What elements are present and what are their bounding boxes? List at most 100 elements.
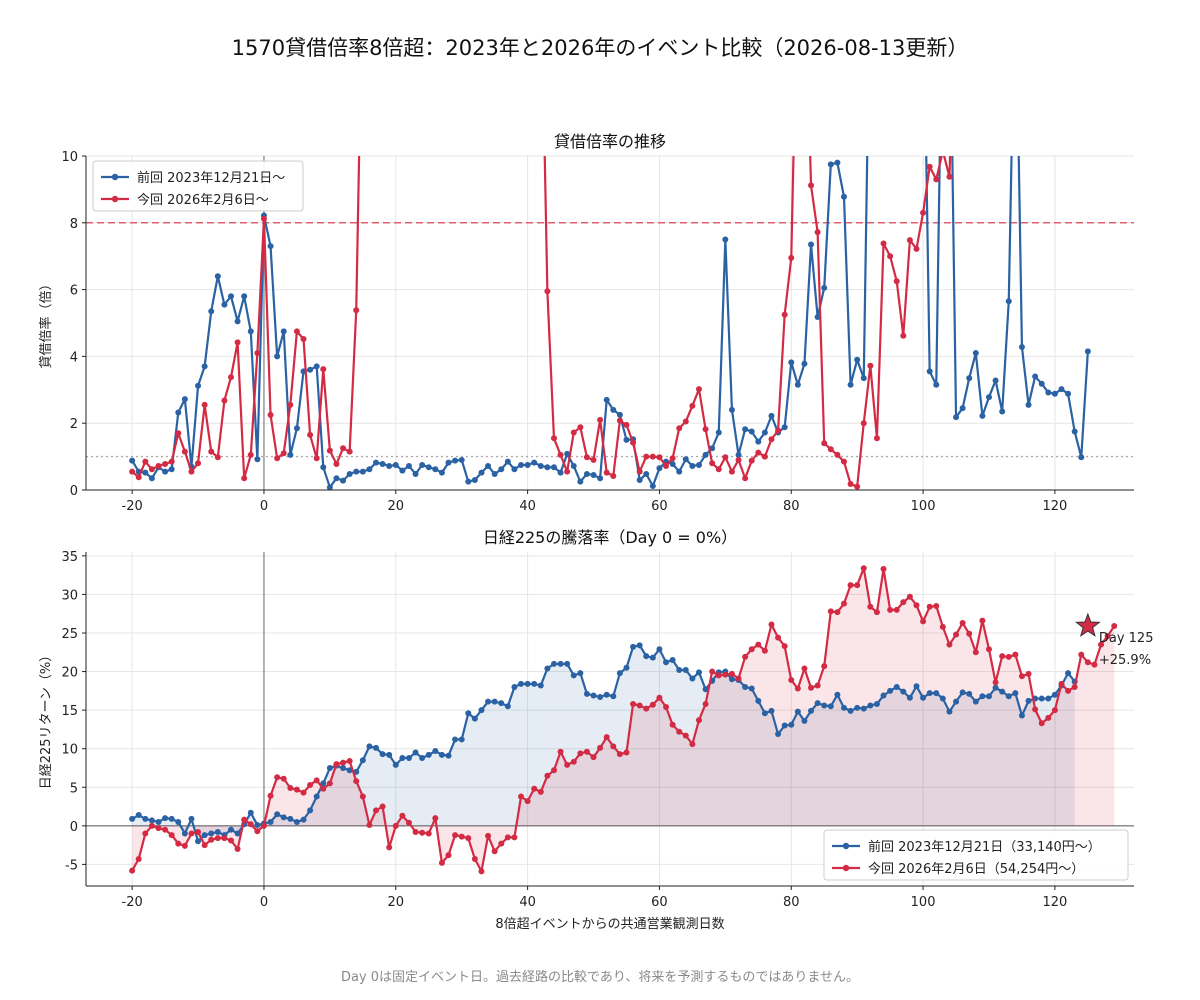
return-series-0-point [267, 818, 274, 825]
return-series-1-point [873, 609, 880, 616]
return-series-1-point [135, 856, 142, 863]
return-xtick-label: 60 [651, 895, 668, 910]
ratio-legend-label-0: 前回 2023年12月21日〜 [137, 170, 285, 186]
return-series-0-point [623, 664, 630, 671]
ratio-legend-dot-1 [111, 195, 119, 203]
return-series-1-point [518, 793, 525, 800]
ratio-xtick-label: 60 [651, 499, 668, 514]
return-series-1-point [676, 728, 683, 735]
return-series-1-point [162, 826, 169, 833]
return-series-1-point [438, 859, 445, 866]
ratio-series-1-point [847, 480, 854, 487]
return-series-0-point [946, 708, 953, 715]
return-series-0-point [465, 710, 472, 717]
ratio-series-1-point [781, 311, 788, 318]
ratio-series-1-point [313, 455, 320, 462]
return-series-0-point [485, 698, 492, 705]
return-series-1-point [386, 844, 393, 851]
ratio-series-0-point [1032, 373, 1039, 380]
return-series-1-point [630, 700, 637, 707]
return-xlabel: 8倍超イベントからの共通営業観測日数 [495, 916, 724, 932]
ratio-series-0-point [544, 464, 551, 471]
return-series-0-point [399, 754, 406, 761]
return-series-0-point [755, 697, 762, 704]
return-series-0-point [801, 717, 808, 724]
ratio-series-1-point [913, 245, 920, 252]
return-series-0-point [234, 830, 241, 837]
return-series-1-point [1084, 659, 1091, 666]
return-ytick-label: 0 [70, 820, 78, 835]
return-series-1-point [775, 634, 782, 641]
return-xtick-label: 80 [783, 895, 800, 910]
ratio-series-0-point [293, 425, 300, 432]
return-series-0-point [175, 818, 182, 825]
ratio-series-1-point [906, 237, 913, 244]
ratio-series-0-point [214, 273, 221, 280]
ratio-series-1-point [887, 253, 894, 260]
return-series-0-point [597, 694, 604, 701]
ratio-xtick-label: -20 [122, 499, 143, 514]
return-series-0-point [689, 675, 696, 682]
ratio-series-0-point [676, 468, 683, 475]
return-ytick-label: 5 [70, 781, 78, 796]
ratio-series-1-point [162, 460, 169, 467]
ratio-series-1-point [326, 447, 333, 454]
ratio-series-0-point [636, 476, 643, 483]
ratio-series-1-point [597, 416, 604, 423]
ratio-ytick-label: 6 [70, 284, 78, 299]
return-series-1-point [920, 618, 927, 625]
ratio-series-0-point [405, 462, 412, 469]
return-ytick-label: 25 [61, 627, 78, 642]
return-series-1-point [353, 778, 360, 785]
return-series-0-point [854, 704, 861, 711]
figure-title: 1570貸借倍率8倍超：2023年と2026年のイベント比較（2026-08-1… [231, 36, 969, 60]
return-series-1-point [1065, 687, 1072, 694]
return-ytick-label: 20 [61, 666, 78, 681]
ratio-series-1-point [168, 458, 175, 465]
ratio-series-1-point [175, 430, 182, 437]
return-series-1-point [148, 822, 155, 829]
ratio-series-0-point [682, 456, 689, 463]
ratio-series-1-point [926, 163, 933, 170]
return-series-1-point [1078, 651, 1085, 658]
ratio-series-1-point [564, 468, 571, 475]
return-series-1-point [129, 867, 136, 874]
ratio-series-1-point [603, 469, 610, 476]
return-series-1-point [379, 803, 386, 810]
ratio-series-0-point [1058, 386, 1065, 393]
return-series-1-point [274, 774, 281, 781]
return-series-1-point [326, 780, 333, 787]
return-xtick-label: 100 [911, 895, 936, 910]
return-series-1-point [1111, 623, 1118, 630]
ratio-series-0-point [142, 469, 149, 476]
ratio-series-1-point [610, 472, 617, 479]
ratio-series-0-point [623, 436, 630, 443]
return-series-0-point [478, 707, 485, 714]
return-series-0-point [920, 694, 927, 701]
return-series-1-point [979, 617, 986, 624]
return-series-0-point [188, 815, 195, 822]
return-series-1-point [208, 836, 215, 843]
return-series-0-point [504, 703, 511, 710]
return-series-0-point [781, 722, 788, 729]
return-series-1-point [781, 643, 788, 650]
return-series-1-point [478, 868, 485, 875]
return-xtick-label: 40 [519, 895, 536, 910]
return-series-1-point [906, 593, 913, 600]
return-series-1-point [214, 835, 221, 842]
return-series-1-point [597, 744, 604, 751]
return-series-1-point [1032, 706, 1039, 713]
ratio-series-0-point [583, 470, 590, 477]
return-series-1-point [445, 852, 452, 859]
return-series-0-point [379, 751, 386, 758]
return-series-1-point [768, 621, 775, 628]
ratio-series-0-point [821, 284, 828, 291]
return-xtick-label: 0 [260, 895, 268, 910]
return-series-0-point [181, 830, 188, 837]
ratio-series-1-point [254, 350, 261, 357]
return-series-1-point [1038, 720, 1045, 727]
ratio-series-0-point [353, 468, 360, 475]
return-series-0-point [814, 700, 821, 707]
return-series-0-point [913, 683, 920, 690]
ratio-series-1-point [346, 448, 353, 455]
